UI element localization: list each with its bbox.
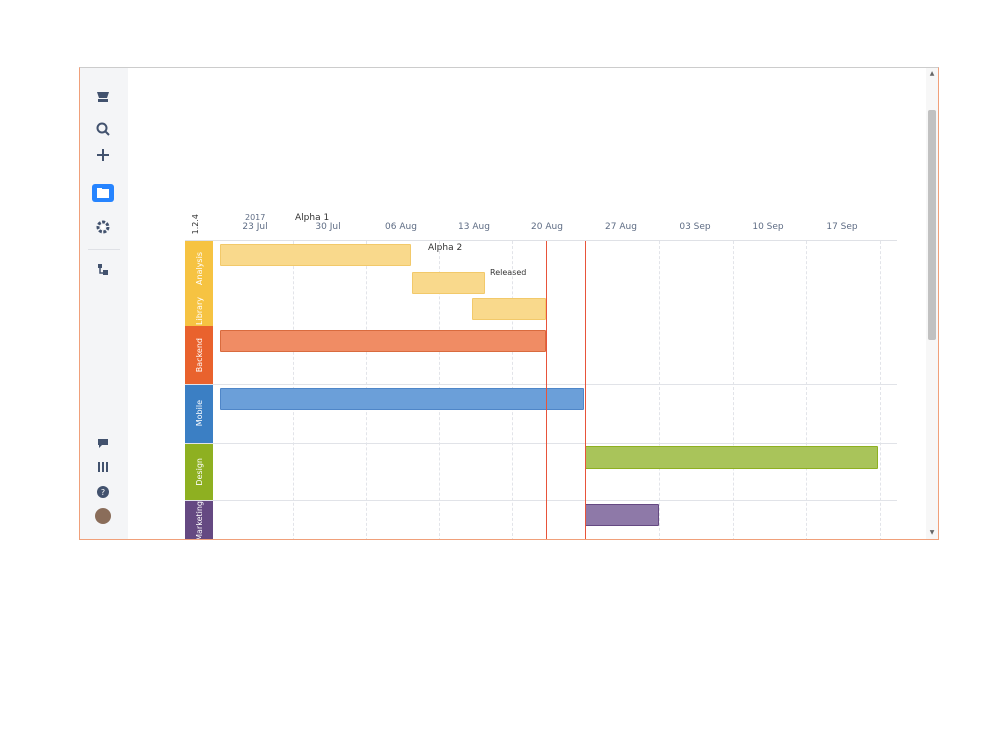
grid-line — [880, 241, 881, 539]
row-separator — [185, 443, 897, 444]
alpha2-marker-label: Alpha 2 — [428, 243, 463, 253]
app-window: ? 2017 1.2.4 23 Jul 30 Jul 06 Aug 13 Aug… — [79, 67, 939, 540]
released-marker-label: Released — [490, 268, 527, 277]
help-icon[interactable]: ? — [94, 483, 112, 501]
tick-label: 20 Aug — [531, 222, 563, 232]
boards-icon[interactable] — [92, 184, 114, 202]
scroll-down-arrow-icon[interactable]: ▼ — [929, 529, 935, 536]
lane-label-backend[interactable]: Backend — [185, 326, 213, 384]
tick-label: 10 Sep — [752, 222, 784, 232]
lane-label-analysis[interactable]: Analysis — [185, 241, 213, 295]
epic-bar-library[interactable] — [472, 298, 546, 320]
lane-label-mobile[interactable]: Mobile — [185, 384, 213, 443]
epic-bar-backend[interactable] — [220, 330, 546, 352]
vertical-scrollbar[interactable]: ▲ ▼ — [926, 68, 938, 539]
release-marker-line — [546, 241, 547, 539]
tick-label: 13 Aug — [458, 222, 490, 232]
global-sidebar: ? — [80, 68, 128, 539]
tick-label: 17 Sep — [826, 222, 858, 232]
row-separator — [185, 500, 897, 501]
version-label: 1.2.4 — [191, 214, 200, 235]
year-label: 2017 — [245, 213, 266, 222]
tick-label: 06 Aug — [385, 222, 417, 232]
epic-bar-research[interactable] — [412, 272, 485, 294]
app-switcher-icon[interactable] — [94, 458, 112, 476]
profile-avatar-icon[interactable] — [95, 508, 111, 524]
settings-gear-icon[interactable] — [94, 218, 112, 236]
search-icon[interactable] — [94, 120, 112, 138]
grid-line — [733, 241, 734, 539]
hierarchy-icon[interactable] — [94, 261, 112, 279]
scroll-thumb[interactable] — [928, 110, 936, 340]
today-marker-line — [585, 241, 586, 539]
row-separator — [185, 384, 897, 385]
jira-logo-icon[interactable] — [94, 88, 112, 106]
epic-bar-design[interactable] — [585, 446, 878, 469]
svg-text:?: ? — [101, 488, 105, 497]
lane-label-design[interactable]: Design — [185, 443, 213, 500]
timeline-header-divider — [185, 240, 897, 241]
lane-label-library[interactable]: Library — [185, 295, 213, 326]
grid-line — [806, 241, 807, 539]
alpha1-marker-label: Alpha 1 — [295, 213, 330, 223]
epic-bar-analysis[interactable] — [220, 244, 411, 266]
epic-bar-marketing[interactable] — [585, 504, 659, 526]
lane-label-marketing[interactable]: Marketing — [185, 500, 213, 539]
grid-line — [659, 241, 660, 539]
scroll-up-arrow-icon[interactable]: ▲ — [929, 70, 935, 77]
epic-bar-mobile[interactable] — [220, 388, 584, 410]
tick-label: 23 Jul — [242, 222, 268, 232]
tick-label: 30 Jul — [315, 222, 341, 232]
tick-label: 27 Aug — [605, 222, 637, 232]
feedback-icon[interactable] — [94, 434, 112, 452]
tick-label: 03 Sep — [679, 222, 711, 232]
sidebar-divider — [88, 249, 120, 250]
create-plus-icon[interactable] — [94, 146, 112, 164]
roadmap-timeline: 2017 1.2.4 23 Jul 30 Jul 06 Aug 13 Aug 2… — [185, 210, 897, 539]
